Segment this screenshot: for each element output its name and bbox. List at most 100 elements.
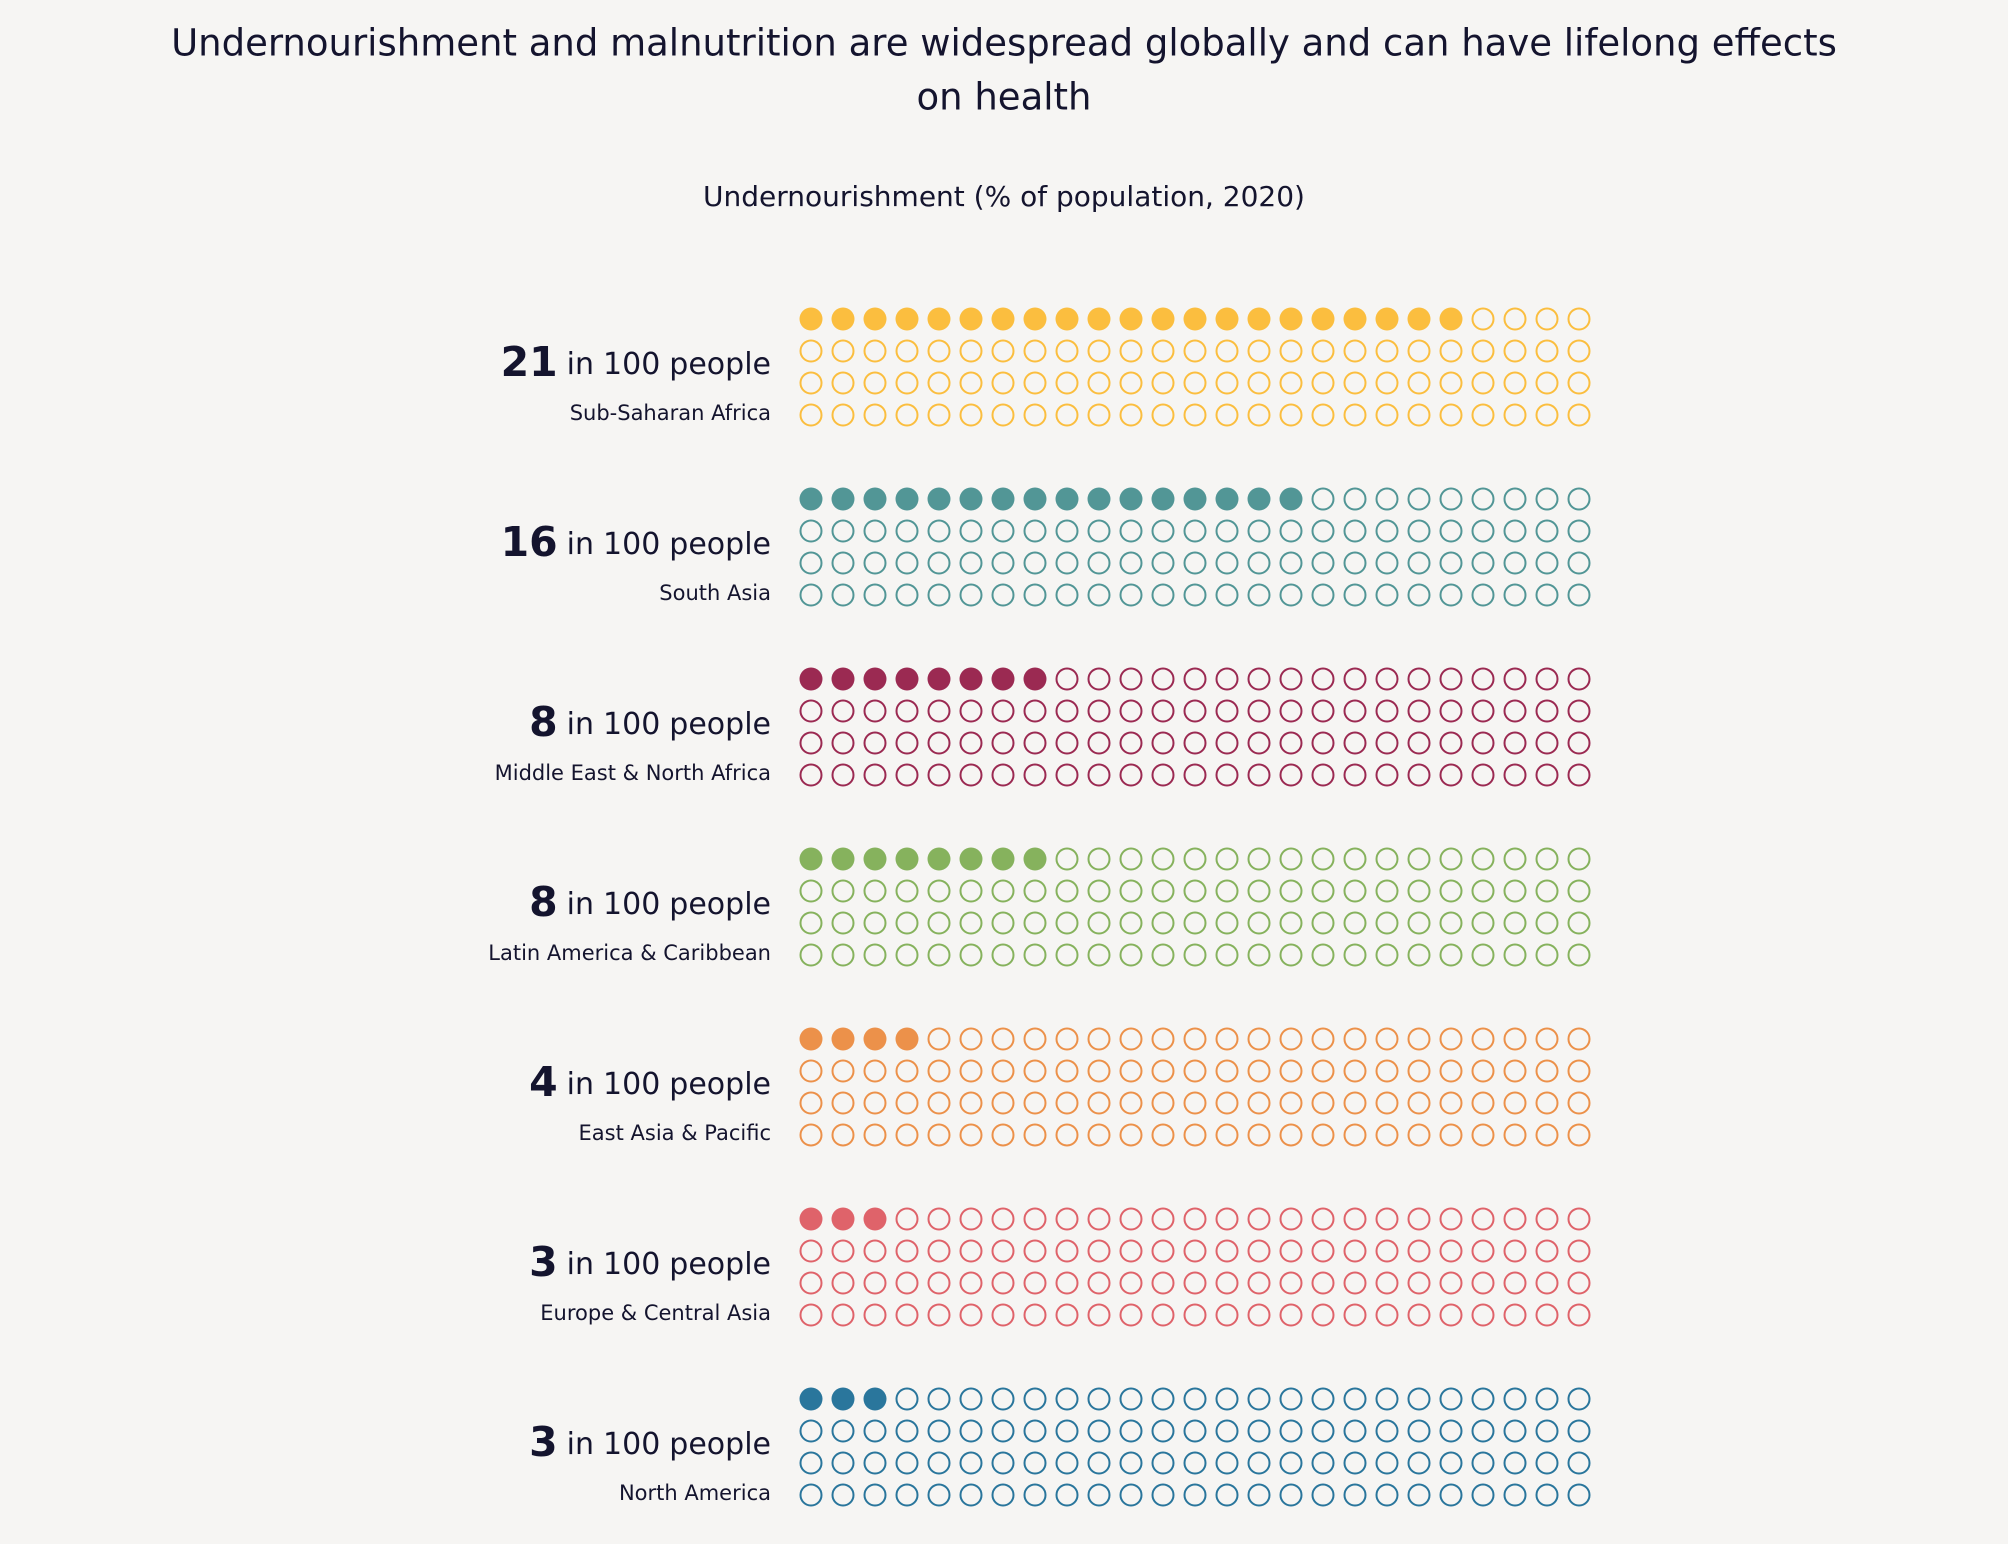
dot: [863, 1123, 887, 1147]
dot: [1055, 1303, 1079, 1327]
dot: [895, 1483, 919, 1507]
dot: [1567, 1091, 1591, 1115]
dot: [1087, 1271, 1111, 1295]
dot: [1439, 1303, 1463, 1327]
dot: [1119, 1239, 1143, 1263]
dot: [799, 339, 823, 363]
dot: [1279, 879, 1303, 903]
dot: [1279, 1207, 1303, 1231]
dot: [1087, 1207, 1111, 1231]
dot: [1119, 1123, 1143, 1147]
dot: [895, 339, 919, 363]
dot: [1119, 911, 1143, 935]
dot: [927, 1451, 951, 1475]
dot: [1311, 847, 1335, 871]
dot: [1279, 487, 1303, 511]
dot: [895, 1027, 919, 1051]
dot: [1343, 943, 1367, 967]
dot: [1215, 943, 1239, 967]
empty-dots: [799, 1027, 1591, 1147]
dot: [1151, 1123, 1175, 1147]
dot: [895, 763, 919, 787]
dot: [1535, 403, 1559, 427]
dot: [991, 847, 1015, 871]
unit-total: 100: [603, 527, 660, 562]
dot: [1343, 487, 1367, 511]
dot: [1023, 699, 1047, 723]
dot: [831, 307, 855, 331]
dot: [1215, 371, 1239, 395]
filled-dots: [799, 1207, 887, 1231]
dot: [1407, 763, 1431, 787]
dot: [1343, 403, 1367, 427]
dot: [895, 1207, 919, 1231]
dot: [1439, 1483, 1463, 1507]
dot: [1567, 1303, 1591, 1327]
dot: [1279, 911, 1303, 935]
unit-prefix: in: [567, 1247, 594, 1282]
dot: [1087, 487, 1111, 511]
dot: [1311, 1387, 1335, 1411]
dot: [1439, 1027, 1463, 1051]
dot: [1183, 1303, 1207, 1327]
category-label: North America: [619, 1481, 771, 1505]
dot: [831, 1027, 855, 1051]
dot: [1567, 1451, 1591, 1475]
dot: [831, 879, 855, 903]
dot: [927, 487, 951, 511]
value: 4: [529, 1058, 558, 1106]
dot: [1567, 487, 1591, 511]
dot: [1183, 1419, 1207, 1443]
dot: [1439, 911, 1463, 935]
empty-dots: [799, 1207, 1591, 1327]
value: 3: [529, 1238, 558, 1286]
dot: [991, 339, 1015, 363]
dot: [1503, 667, 1527, 691]
dot: [1055, 551, 1079, 575]
dot: [1023, 911, 1047, 935]
dot: [959, 1239, 983, 1263]
dot: [1215, 1059, 1239, 1083]
dot: [831, 1419, 855, 1443]
dot: [1247, 1271, 1271, 1295]
dot: [863, 1419, 887, 1443]
dot: [1567, 763, 1591, 787]
dot: [1055, 1239, 1079, 1263]
dot: [959, 487, 983, 511]
dot: [831, 731, 855, 755]
dot: [1311, 1419, 1335, 1443]
dot: [1503, 1239, 1527, 1263]
dot: [1119, 1303, 1143, 1327]
dot: [991, 731, 1015, 755]
dot: [1151, 943, 1175, 967]
dot: [1311, 699, 1335, 723]
dot: [1567, 1123, 1591, 1147]
dot: [959, 699, 983, 723]
dot: [1439, 1207, 1463, 1231]
dot: [1247, 879, 1271, 903]
dot: [1247, 1091, 1271, 1115]
value: 8: [529, 878, 558, 926]
dot: [1055, 1207, 1079, 1231]
dot: [1087, 667, 1111, 691]
dot: [1087, 1387, 1111, 1411]
dot: [1471, 1059, 1495, 1083]
dot: [991, 1207, 1015, 1231]
dot: [1407, 1207, 1431, 1231]
dot: [959, 943, 983, 967]
dot: [1055, 1123, 1079, 1147]
dot: [1055, 403, 1079, 427]
dot: [799, 1483, 823, 1507]
dot: [1471, 1451, 1495, 1475]
dot: [895, 1303, 919, 1327]
dot: [1055, 371, 1079, 395]
dot: [1183, 731, 1207, 755]
dot: [1151, 699, 1175, 723]
dot: [1407, 1387, 1431, 1411]
dot: [1407, 1303, 1431, 1327]
dot: [895, 943, 919, 967]
dot: [1439, 879, 1463, 903]
dot: [927, 879, 951, 903]
dot: [1567, 551, 1591, 575]
dot: [1311, 667, 1335, 691]
